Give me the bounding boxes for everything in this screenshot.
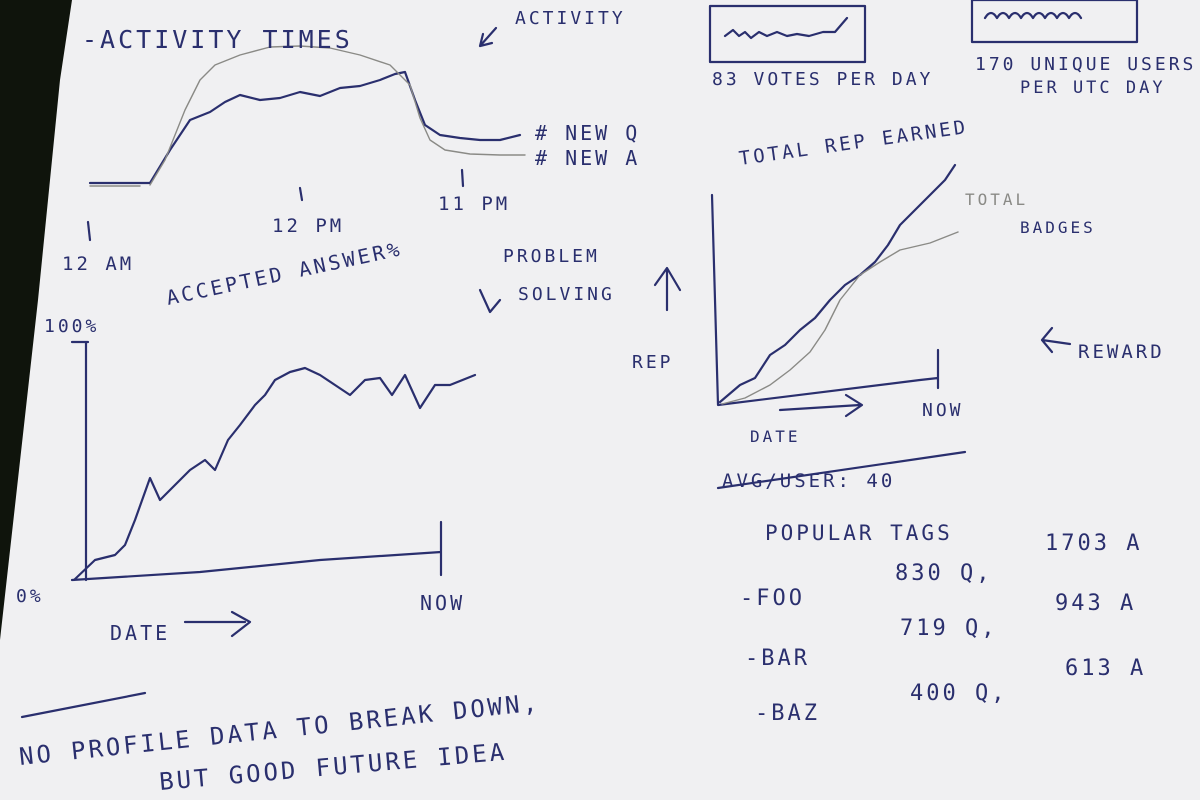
problem-label-1: PROBLEM: [503, 246, 600, 267]
accepted-line: [72, 366, 477, 582]
rep-axes: [710, 193, 940, 407]
badges-label-1: TOTAL: [965, 190, 1028, 209]
tick-12pm-label: 12 PM: [272, 215, 344, 237]
accepted-y-top: 100%: [44, 316, 99, 337]
activity-note: ACTIVITY: [515, 8, 626, 29]
tag-name-foo: -FOO: [740, 586, 805, 611]
tick-11pm-label: 11 PM: [438, 193, 510, 215]
tick-12pm-mark: [298, 186, 304, 202]
rep-line: [718, 163, 957, 404]
votes-sparkline-box: [708, 4, 867, 64]
votes-stat: 83 VOTES PER DAY: [712, 69, 933, 90]
tag-name-baz: -BAZ: [755, 701, 820, 726]
struck-text: AVG/USER: 40: [722, 470, 895, 492]
rep-x-end: NOW: [922, 400, 964, 421]
accepted-x-axis: [70, 520, 443, 582]
footer-rule: [20, 691, 147, 719]
tag-q-foo: 830 Q,: [895, 561, 992, 586]
legend-new-a: # NEW A: [535, 146, 640, 170]
tick-11pm-mark: [460, 168, 465, 188]
reward-label: REWARD: [1078, 341, 1165, 363]
tags-title: POPULAR TAGS: [765, 521, 953, 545]
strike-line: [716, 450, 967, 490]
rep-y-label: REP: [632, 352, 674, 373]
badges-line: [721, 231, 959, 405]
tag-q-baz: 400 Q,: [910, 681, 1007, 706]
tag-name-bar: -BAR: [745, 646, 810, 671]
votes-sparkline: [723, 16, 849, 40]
rep-x-label: DATE: [750, 427, 801, 446]
legend-new-q: # NEW Q: [535, 121, 640, 145]
down-check-icon: [478, 288, 502, 314]
accepted-date-arrow-icon: [183, 610, 252, 638]
tick-12am-mark: [86, 220, 92, 242]
accepted-x-label: DATE: [110, 621, 170, 645]
rep-date-arrow-icon: [778, 393, 864, 418]
activity-arrow-icon: [478, 26, 498, 48]
up-arrow-icon: [653, 266, 682, 312]
users-sparkline-box: [970, 0, 1139, 44]
tag-q-bar: 719 Q,: [900, 616, 997, 641]
accepted-y-axis: [70, 340, 90, 582]
badges-label-2: BADGES: [1020, 218, 1096, 237]
reward-arrow-icon: [1040, 326, 1072, 354]
tag-a-bar: 943 A: [1055, 591, 1136, 616]
problem-label-2: SOLVING: [518, 284, 615, 305]
activity-title: -ACTIVITY TIMES: [82, 25, 353, 54]
tick-12am-label: 12 AM: [62, 253, 134, 275]
users-sparkline: [983, 11, 1083, 20]
tag-a-foo: 1703 A: [1045, 531, 1142, 556]
activity-new-q-line: [88, 70, 522, 185]
accepted-y-bottom: 0%: [16, 586, 44, 607]
accepted-x-end: NOW: [420, 591, 465, 615]
users-stat-line1: 170 UNIQUE USERS: [975, 54, 1196, 75]
tag-a-baz: 613 A: [1065, 656, 1146, 681]
activity-new-a-line: [149, 45, 526, 186]
users-stat-line2: PER UTC DAY: [1020, 78, 1166, 98]
